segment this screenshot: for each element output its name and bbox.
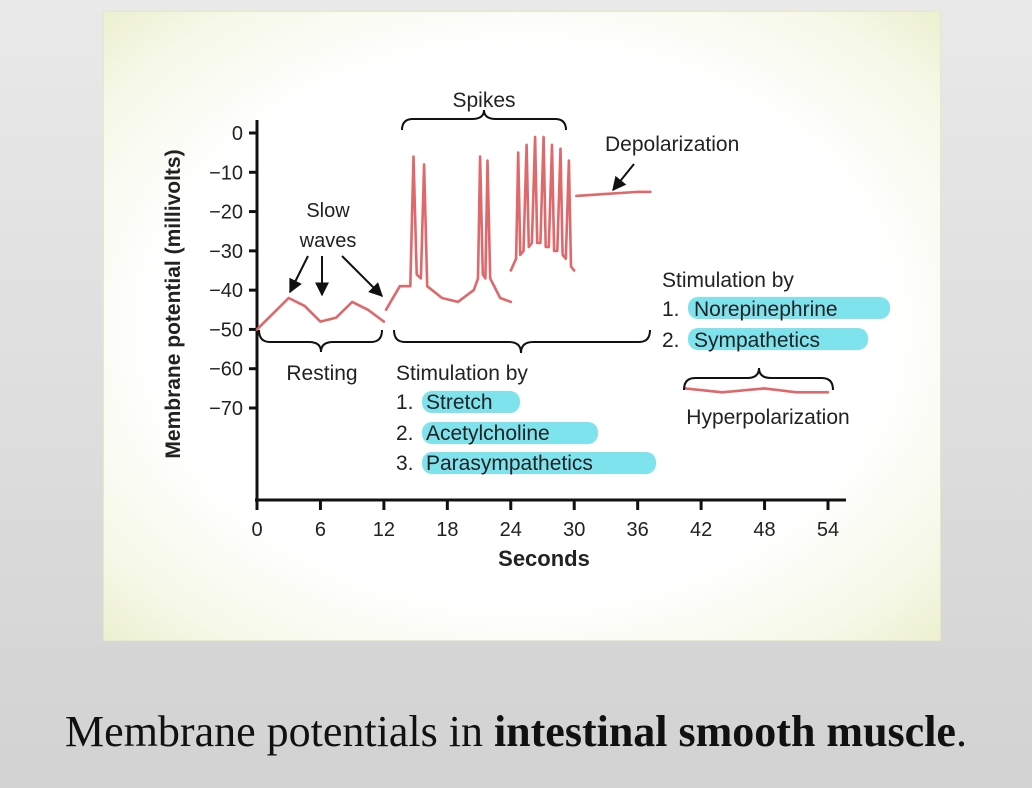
x-tick-label: 36	[627, 519, 649, 541]
stimulation-left-heading: Stimulation by	[396, 362, 528, 385]
highlight-parasympathetics	[422, 452, 656, 474]
stimulation-brace-left	[393, 329, 651, 354]
series-line-2	[384, 155, 513, 312]
caption-suffix: .	[955, 707, 967, 756]
highlight-sympathetics	[688, 328, 868, 350]
depolarization-label: Depolarization	[605, 133, 739, 156]
resting-label: Resting	[286, 362, 357, 385]
x-tick-label: 12	[373, 519, 395, 541]
y-tick-label: −60	[209, 359, 243, 381]
x-tick-label: 18	[436, 519, 458, 541]
highlight-stretch	[422, 391, 520, 413]
caption-bold: intestinal smooth muscle	[493, 707, 956, 756]
figure-panel: 0 −10 −20 −30 −40 −50 −60 −70 0 6 12 18 24 30 36 42 48 5…	[104, 12, 940, 640]
y-tick-label: −40	[209, 280, 243, 302]
x-tick-label: 24	[500, 519, 522, 541]
stim-left-item-stretch: Stretch	[426, 391, 493, 414]
slow-waves-label-line1: Slow	[306, 200, 350, 222]
stim-left-num-3: 3.	[396, 452, 414, 475]
x-tick-label: 54	[817, 519, 839, 541]
caption-prefix: Membrane potentials in	[65, 707, 494, 756]
stim-left-item-acetylcholine: Acetylcholine	[426, 422, 550, 445]
series-line-3	[509, 135, 576, 272]
stim-right-item-norepinephrine: Norepinephrine	[694, 298, 838, 321]
y-tick-label: −10	[209, 162, 243, 184]
slow-waves-arrow-1	[289, 255, 309, 294]
membrane-potential-chart: 0 −10 −20 −30 −40 −50 −60 −70 0 6 12 18 24 30 36 42 48 5…	[162, 89, 890, 571]
resting-brace	[258, 329, 383, 353]
slow-waves-label-line2: waves	[299, 230, 357, 252]
y-tick-label: −20	[209, 202, 243, 224]
x-tick-label: 30	[563, 519, 585, 541]
stim-right-num-2: 2.	[662, 329, 680, 352]
highlight-norepinephrine	[688, 297, 890, 319]
series-line-5	[683, 387, 830, 394]
highlight-acetylcholine	[422, 422, 598, 444]
x-tick-label: 0	[251, 519, 262, 541]
y-tick-label: 0	[232, 123, 243, 145]
x-tick-label: 48	[753, 519, 775, 541]
y-tick-label: −70	[209, 398, 243, 420]
y-axis-label: Membrane potential (millivolts)	[162, 149, 185, 458]
series-line-1	[255, 296, 386, 331]
stim-left-item-parasympathetics: Parasympathetics	[426, 452, 593, 475]
y-tick-label: −30	[209, 241, 243, 263]
stim-left-num-1: 1.	[396, 391, 414, 414]
stim-left-num-2: 2.	[396, 422, 414, 445]
x-tick-label: 6	[315, 519, 326, 541]
slow-waves-arrow-3	[341, 255, 383, 297]
hyperpolarization-brace	[683, 367, 834, 391]
depolarization-arrow	[612, 163, 635, 192]
stimulation-right-heading: Stimulation by	[662, 269, 794, 292]
spikes-label: Spikes	[452, 89, 515, 112]
x-tick-label: 42	[690, 519, 712, 541]
stim-right-num-1: 1.	[662, 298, 680, 321]
figure-caption: Membrane potentials in intestinal smooth…	[0, 706, 1032, 757]
stim-right-item-sympathetics: Sympathetics	[694, 329, 820, 352]
x-axis-label: Seconds	[498, 546, 590, 571]
hyperpolarization-label: Hyperpolarization	[686, 406, 849, 429]
spikes-brace	[401, 109, 567, 131]
series-line-4	[574, 190, 652, 198]
y-tick-label: −50	[209, 319, 243, 341]
